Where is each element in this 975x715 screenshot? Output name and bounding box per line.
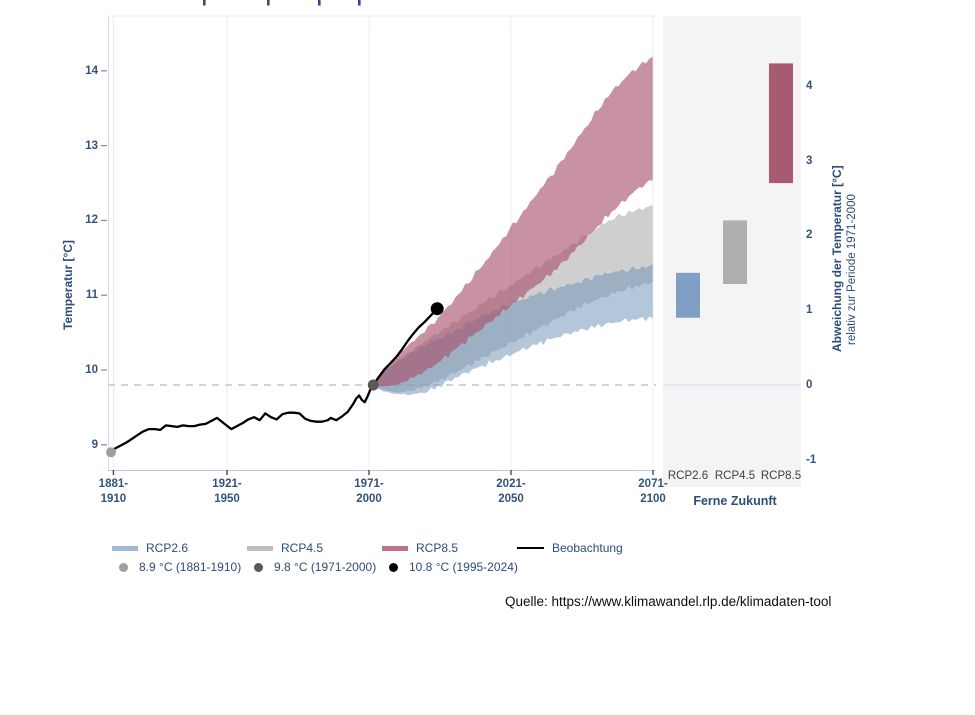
legend-item-rcp45: RCP4.5 (247, 541, 323, 555)
x-axis-tick-1950: 1921- 1950 (212, 478, 242, 505)
legend-item-rcp26: RCP2.6 (112, 541, 188, 555)
legend-label-ref-1995: 10.8 °C (1995-2024) (409, 560, 518, 574)
x-axis-tick-2050: 2021- 2050 (496, 478, 526, 505)
right-axis-tick-4: 4 (806, 79, 813, 92)
right-axis-tick-3: 3 (806, 154, 813, 167)
legend-item-ref-1881: 8.9 °C (1881-1910) (112, 560, 241, 574)
legend-label-rcp85: RCP8.5 (416, 541, 459, 555)
far-future-bar-label-rcp26: RCP2.6 (667, 470, 709, 482)
rcp45-swatch-icon (247, 545, 273, 551)
far-future-bar-label-rcp45: RCP4.5 (714, 470, 756, 482)
left-axis-title: Temperatur [°C] (61, 240, 75, 330)
legend-label-ref-1971: 9.8 °C (1971-2000) (274, 560, 377, 574)
right-axis-tick-2: 2 (806, 229, 813, 242)
legend-item-rcp85: RCP8.5 (382, 541, 458, 555)
right-axis-title-line2: relativ zur Periode 1971-2000 (846, 194, 858, 345)
rcp85-swatch-icon (382, 545, 408, 551)
right-axis-tick--1: -1 (806, 453, 817, 466)
legend-label-ref-1881: 8.9 °C (1881-1910) (139, 560, 242, 574)
legend-item-ref-1971: 9.8 °C (1971-2000) (247, 560, 376, 574)
right-axis-tick-0: 0 (806, 379, 813, 391)
right-axis-title-line1: Abweichung der Temperatur [°C] (830, 165, 844, 352)
x-axis-tick-1910: 1881- 1910 (98, 478, 129, 505)
left-axis-tick-11: 11 (85, 289, 98, 302)
ref-dot-1881-icon (119, 562, 128, 572)
far-future-panel-title: Ferne Zukunft (693, 494, 777, 508)
left-axis-tick-9: 9 (91, 438, 98, 451)
legend-item-beobachtung: Beobachtung (517, 541, 623, 555)
source-note: Quelle: https://www.klimawandel.rlp.de/k… (505, 594, 832, 609)
legend-item-ref-1995: 10.8 °C (1995-2024) (382, 560, 518, 574)
ref-dot-1995-icon (389, 562, 398, 572)
left-axis-tick-10: 10 (85, 364, 98, 377)
legend-label-rcp45: RCP4.5 (281, 541, 324, 555)
legend-label-beobachtung: Beobachtung (552, 541, 623, 555)
left-axis-tick-12: 12 (85, 214, 98, 227)
left-axis-tick-13: 13 (85, 139, 98, 152)
ref-dot-1971-icon (254, 562, 263, 572)
legend-label-rcp26: RCP2.6 (146, 541, 189, 555)
x-axis-tick-2100: 2071- 2100 (638, 478, 668, 505)
right-axis-tick-1: 1 (806, 304, 813, 317)
far-future-bar-label-rcp85: RCP8.5 (760, 470, 802, 482)
rcp26-swatch-icon (112, 545, 138, 551)
observation-line-icon (517, 547, 544, 549)
left-axis-tick-14: 14 (85, 64, 98, 77)
x-axis-tick-2000: 1971- 2000 (354, 478, 384, 505)
